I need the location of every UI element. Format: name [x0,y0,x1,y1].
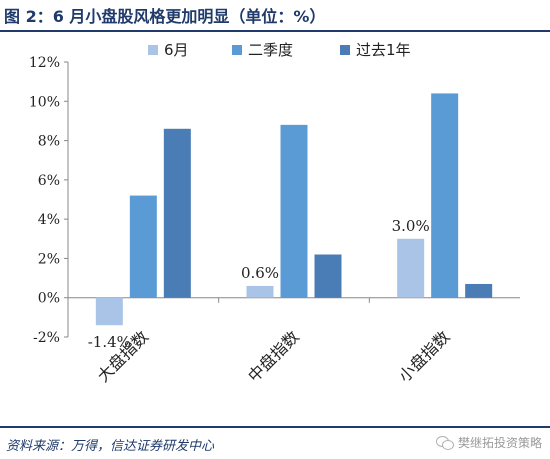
title-bar: 图 2：6 月小盘股风格更加明显（单位：%） [0,0,550,32]
bar [431,93,459,298]
y-tick-label: 2% [38,251,60,267]
y-tick-label: 10% [29,94,60,110]
bar [314,254,342,298]
bar [163,128,191,298]
legend-swatch [232,45,242,55]
y-tick-label: 6% [38,173,60,189]
chart-title: 图 2：6 月小盘股风格更加明显（单位：%） [4,7,326,26]
category-label: 小盘指数 [395,327,454,386]
legend-swatch [148,45,158,55]
source-note: 资料来源：万得，信达证券研发中心 [6,439,215,454]
bar [95,297,123,326]
watermark-text: 樊继拓投资策略 [457,436,542,450]
y-tick-label: 12% [29,55,60,71]
y-tick-label: 4% [38,212,60,228]
bar [280,124,308,298]
legend-label: 二季度 [248,41,293,59]
legend-label: 过去1年 [356,41,411,59]
y-tick-label: -2% [33,330,60,346]
wechat-icon [435,435,454,450]
y-tick-label: 0% [38,291,60,307]
data-label: -1.4% [88,333,131,351]
bar [465,283,493,298]
legend-label: 6月 [164,41,189,59]
bar [129,195,157,298]
data-label: 0.6% [241,264,279,282]
bar [246,285,274,298]
y-tick-label: 8% [38,134,60,150]
source-bar: 资料来源：万得，信达证券研发中心 樊继拓投资策略 [0,426,550,459]
watermark: 樊继拓投资策略 [435,434,542,451]
data-label: 3.0% [392,217,430,235]
bar-chart: -2%0%2%4%6%8%10%12%大盘指数 中盘指数 小盘指数-1.4%0.6%… [29,41,520,386]
category-label: 中盘指数 [244,327,303,386]
legend-swatch [340,45,350,55]
bar [397,238,425,298]
